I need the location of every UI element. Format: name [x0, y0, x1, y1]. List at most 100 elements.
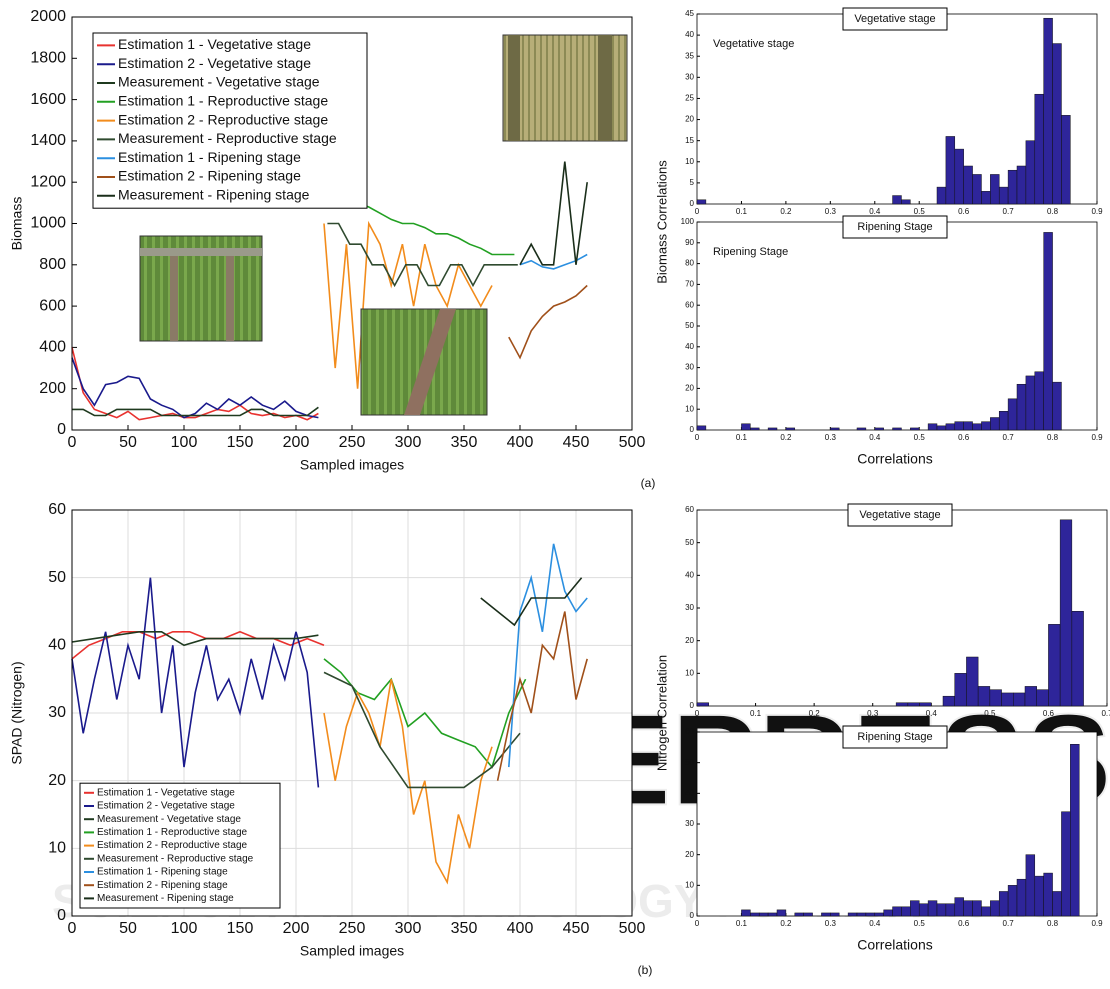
y-tick-label: 20: [685, 115, 694, 124]
legend-label: Measurement - Ripening stage: [118, 187, 310, 203]
series-line: [327, 222, 518, 288]
y-tick-label: 0: [690, 701, 695, 710]
y-tick-label: 80: [685, 259, 694, 268]
y-tick-label: 10: [685, 668, 694, 677]
y-tick-label: 60: [685, 505, 694, 514]
legend-box: [92, 32, 368, 209]
x-tick-label: 0.2: [780, 207, 792, 216]
axes-frame: [71, 509, 633, 917]
legend-label: Estimation 2 - Reproductive stage: [97, 840, 248, 851]
bar: [1016, 878, 1027, 917]
bar: [821, 912, 831, 917]
x-tick-label: 250: [339, 920, 366, 937]
x-tick-label: 0.2: [809, 709, 821, 718]
bar: [1043, 232, 1053, 431]
series-line: [323, 671, 521, 789]
title-box: [842, 7, 948, 31]
bar: [1036, 689, 1049, 707]
axes-frame: [696, 509, 1108, 707]
bar: [1034, 93, 1044, 205]
bar: [972, 900, 982, 917]
x-tick-label: 150: [227, 920, 254, 937]
legend-box: [79, 782, 281, 909]
bar: [918, 903, 929, 917]
legend-label: Estimation 1 - Vegetative stage: [118, 36, 311, 52]
y-tick-label: 20: [685, 636, 694, 645]
bar: [936, 903, 947, 917]
bar: [830, 912, 840, 917]
bar: [936, 186, 947, 205]
bar: [767, 912, 778, 917]
x-tick-label: 0.5: [914, 433, 926, 442]
bar: [936, 425, 947, 431]
x-tick-label: 0: [68, 920, 77, 937]
bar: [803, 912, 813, 917]
bar: [977, 686, 991, 707]
y-tick-label: 60: [685, 300, 694, 309]
legend-label: Estimation 2 - Ripening stage: [97, 880, 228, 891]
legend-label: Measurement - Reproductive stage: [97, 853, 254, 864]
bar: [998, 891, 1009, 917]
x-tick-label: 350: [451, 434, 478, 451]
x-tick-label: 0: [695, 919, 700, 928]
y-tick-label: 20: [685, 384, 694, 393]
bar: [1043, 17, 1053, 205]
x-tick-label: 0.5: [914, 919, 926, 928]
series-line: [323, 220, 493, 389]
y-axis-label: Nitrogen Correlation: [654, 655, 669, 771]
bar: [696, 702, 709, 707]
x-axis-label: Sampled images: [300, 943, 404, 959]
x-tick-label: 300: [395, 920, 422, 937]
chart-title: Ripening Stage: [857, 221, 932, 233]
legend-label: Estimation 2 - Vegetative stage: [118, 55, 311, 71]
bar: [945, 423, 956, 431]
x-tick-label: 0.4: [869, 207, 881, 216]
bar: [990, 174, 1000, 205]
y-tick-label: 20: [685, 850, 694, 859]
x-tick-label: 50: [119, 920, 137, 937]
bar: [1052, 381, 1062, 431]
bar: [927, 900, 938, 917]
bar: [966, 656, 979, 707]
bar: [1034, 371, 1044, 431]
bar: [794, 912, 804, 917]
bar: [989, 689, 1002, 707]
x-tick-label: 250: [339, 434, 366, 451]
y-tick-label: 200: [39, 380, 66, 397]
y-tick-label: 0: [57, 421, 66, 438]
bar: [954, 148, 964, 205]
y-tick-label: 70: [685, 280, 694, 289]
bar: [998, 186, 1009, 205]
bar: [1025, 375, 1036, 431]
series-line: [71, 357, 319, 419]
x-tick-label: 0.3: [867, 709, 879, 718]
y-tick-label: 1400: [30, 132, 66, 149]
y-tick-label: 40: [685, 570, 694, 579]
x-tick-label: 0.7: [1003, 919, 1015, 928]
bar: [998, 411, 1009, 431]
x-tick-label: 500: [619, 434, 646, 451]
y-tick-label: 10: [685, 880, 694, 889]
legend-label: Measurement - Reproductive stage: [118, 130, 337, 146]
y-tick-label: 45: [685, 9, 694, 18]
x-tick-label: 100: [171, 920, 198, 937]
y-tick-label: 50: [48, 569, 66, 586]
y-tick-label: 1800: [30, 50, 66, 67]
y-tick-label: 600: [39, 297, 66, 314]
y-tick-label: 5: [690, 178, 695, 187]
x-tick-label: 0.6: [1043, 709, 1055, 718]
x-tick-label: 0.7: [1003, 207, 1015, 216]
bar: [741, 423, 751, 431]
y-tick-label: 1000: [30, 215, 66, 232]
bar: [785, 427, 796, 431]
bar: [1061, 115, 1071, 205]
y-tick-label: 40: [685, 788, 694, 797]
x-tick-label: 150: [227, 434, 254, 451]
bar: [741, 909, 751, 917]
x-tick-label: 0.3: [825, 919, 837, 928]
bar: [1025, 140, 1036, 205]
bar: [963, 421, 973, 431]
y-tick-label: 25: [685, 94, 694, 103]
legend-label: Estimation 2 - Reproductive stage: [118, 111, 328, 127]
title-box: [842, 725, 948, 749]
